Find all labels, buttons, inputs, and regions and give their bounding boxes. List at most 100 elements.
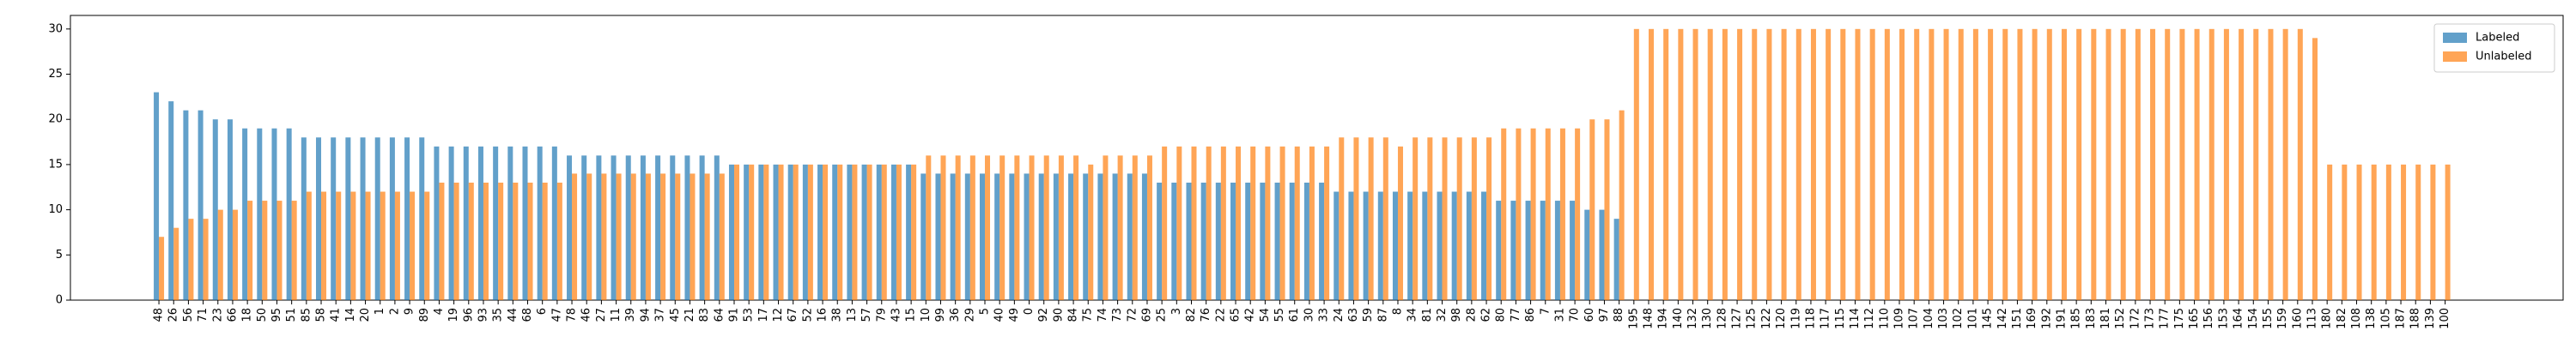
x-tick-label: 100 xyxy=(2439,308,2451,329)
bar xyxy=(596,155,602,300)
bar xyxy=(477,146,483,300)
bar xyxy=(1929,28,1935,301)
bar xyxy=(1722,28,1728,301)
x-tick-label: 115 xyxy=(1834,308,1847,329)
bar xyxy=(1324,146,1330,300)
bar xyxy=(453,182,459,300)
bar xyxy=(1899,28,1905,301)
bar xyxy=(1575,128,1581,300)
bar xyxy=(1501,128,1507,300)
bar xyxy=(1236,146,1242,300)
bar xyxy=(876,164,882,300)
x-tick-label: 140 xyxy=(1672,308,1685,329)
bar xyxy=(1781,28,1787,301)
bar xyxy=(1451,191,1457,300)
bar xyxy=(1540,201,1546,300)
bar xyxy=(2076,28,2082,301)
x-tick-label: 49 xyxy=(1008,308,1021,322)
bar xyxy=(2342,164,2348,300)
x-tick-label: 153 xyxy=(2217,308,2230,329)
bar xyxy=(926,155,932,300)
plot-frame xyxy=(70,15,2564,301)
bar xyxy=(847,164,853,300)
x-tick-label: 19 xyxy=(447,308,460,322)
bar xyxy=(2046,28,2052,301)
bar xyxy=(212,119,218,300)
x-tick-label: 194 xyxy=(1657,308,1670,329)
bar xyxy=(1200,182,1206,300)
x-tick-label: 97 xyxy=(1598,308,1611,322)
x-tick-label: 88 xyxy=(1613,308,1625,322)
bar xyxy=(1097,173,1103,300)
bar xyxy=(1103,155,1109,300)
x-tick-label: 75 xyxy=(1082,308,1095,322)
x-tick-label: 68 xyxy=(521,308,534,322)
y-tick-label: 0 xyxy=(56,294,63,307)
bar xyxy=(890,164,896,300)
x-tick-label: 40 xyxy=(993,308,1006,322)
bar xyxy=(625,155,631,300)
bar xyxy=(2253,28,2259,301)
bar xyxy=(2401,164,2407,300)
bar xyxy=(586,173,592,300)
bar xyxy=(1250,146,1256,300)
bar xyxy=(463,146,469,300)
x-tick-label: 72 xyxy=(1126,308,1139,322)
bar xyxy=(567,155,573,300)
x-tick-label: 113 xyxy=(2306,308,2318,329)
bar xyxy=(316,137,322,300)
bar xyxy=(2371,164,2377,300)
bar xyxy=(778,164,784,300)
x-tick-label: 26 xyxy=(167,308,180,322)
x-tick-label: 83 xyxy=(698,308,711,322)
bar xyxy=(1599,209,1605,300)
x-tick-label: 15 xyxy=(905,308,918,322)
bar xyxy=(2445,164,2451,300)
x-tick-label: 78 xyxy=(566,308,579,322)
bar xyxy=(2385,164,2391,300)
x-tick-label: 11 xyxy=(610,308,623,322)
bar xyxy=(817,164,823,300)
x-tick-label: 192 xyxy=(2040,308,2053,329)
bar xyxy=(188,219,194,300)
bar xyxy=(935,173,941,300)
bar xyxy=(1083,173,1089,300)
x-tick-label: 70 xyxy=(1569,308,1582,322)
bar xyxy=(749,164,755,300)
x-tick-label: 104 xyxy=(1923,308,1935,329)
bar xyxy=(1530,128,1536,300)
bar xyxy=(1279,146,1285,300)
x-tick-label: 16 xyxy=(817,308,829,322)
bar xyxy=(896,164,902,300)
x-tick-label: 4 xyxy=(433,308,446,315)
bar xyxy=(955,155,961,300)
x-tick-label: 188 xyxy=(2409,308,2422,329)
bar xyxy=(2032,28,2038,301)
x-tick-label: 66 xyxy=(226,308,239,322)
bar xyxy=(714,155,720,300)
bar xyxy=(1171,182,1177,300)
x-tick-label: 183 xyxy=(2085,308,2098,329)
bar xyxy=(168,101,174,300)
x-tick-label: 112 xyxy=(1863,308,1876,329)
x-tick-label: 82 xyxy=(1185,308,1198,322)
bar xyxy=(1795,28,1801,301)
bar xyxy=(424,191,430,300)
x-tick-label: 98 xyxy=(1450,308,1463,322)
bar xyxy=(861,164,867,300)
bar xyxy=(197,110,204,300)
bar xyxy=(744,164,750,300)
bar xyxy=(1619,110,1625,300)
bar xyxy=(572,173,578,300)
x-tick-label: 84 xyxy=(1067,308,1080,322)
x-tick-label: 95 xyxy=(270,308,283,322)
legend-swatch xyxy=(2443,33,2467,43)
bar xyxy=(2356,164,2362,300)
x-tick-label: 45 xyxy=(669,308,682,322)
x-tick-label: 1 xyxy=(374,308,386,315)
bar xyxy=(630,173,636,300)
x-tick-label: 175 xyxy=(2173,308,2186,329)
x-tick-label: 36 xyxy=(949,308,962,322)
bar xyxy=(271,128,277,300)
x-tick-label: 105 xyxy=(2379,308,2392,329)
